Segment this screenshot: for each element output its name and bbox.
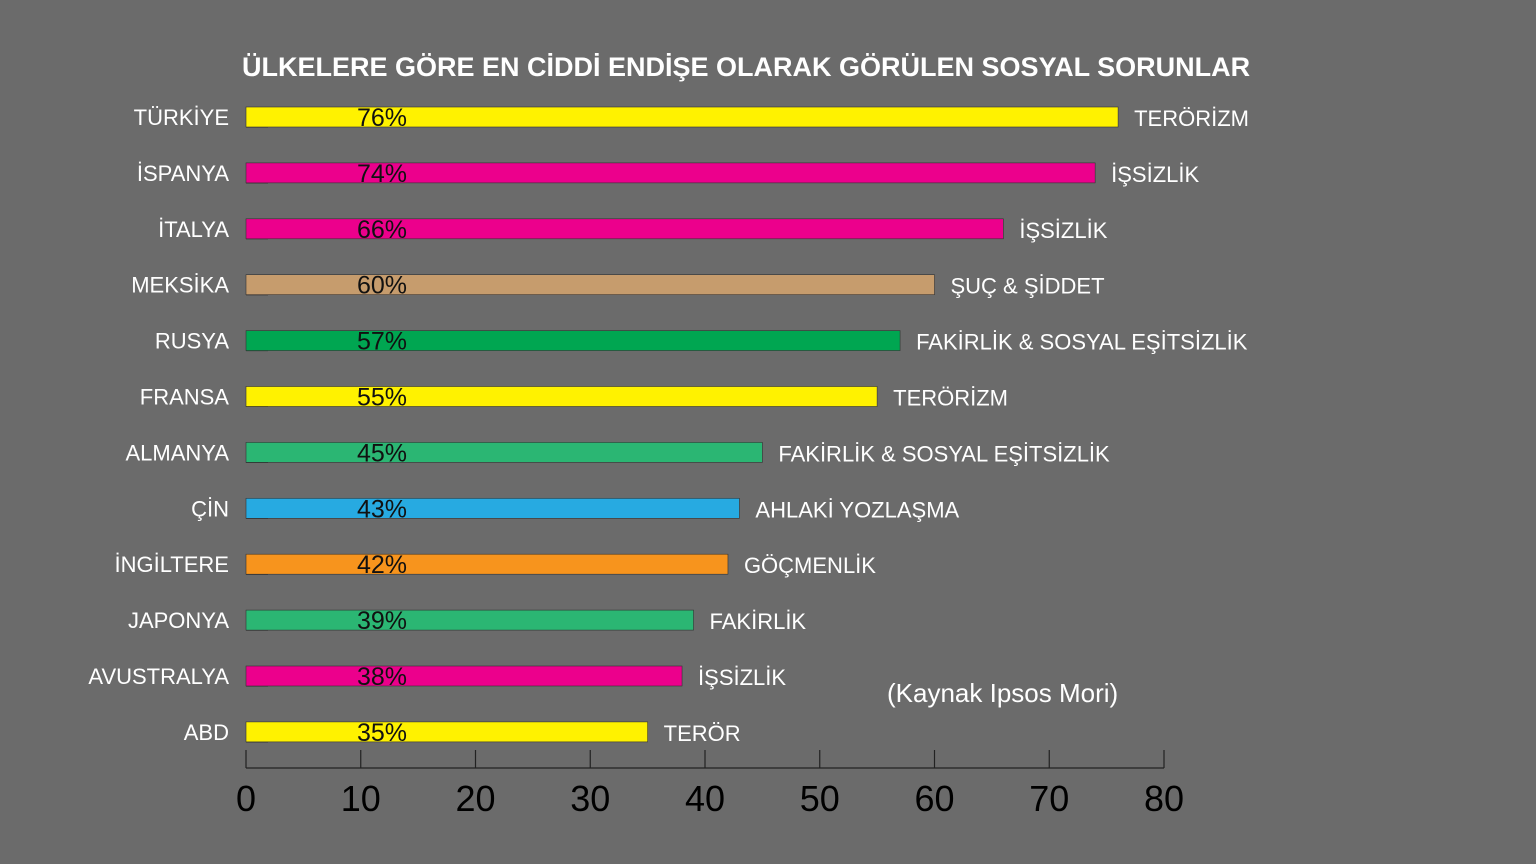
issue-label: İŞSİZLİK xyxy=(698,665,786,690)
country-label: İSPANYA xyxy=(137,161,229,186)
chart-title: ÜLKELERE GÖRE EN CİDDİ ENDİŞE OLARAK GÖR… xyxy=(242,52,1250,82)
country-label: JAPONYA xyxy=(128,608,229,633)
country-label: İTALYA xyxy=(158,217,229,242)
value-label: 76% xyxy=(357,104,407,132)
country-label: RUSYA xyxy=(155,329,229,354)
x-tick-label: 60 xyxy=(914,778,954,819)
value-label: 39% xyxy=(357,607,407,635)
bar xyxy=(245,274,935,296)
issue-label: İŞSİZLİK xyxy=(1111,162,1199,187)
bar xyxy=(245,609,694,631)
issue-label: İŞSİZLİK xyxy=(1019,218,1107,243)
bar xyxy=(245,665,683,687)
bars-group: TÜRKİYE 76% TERÖRİZM İSPANYA 74% İŞSİZLİK İTAL… xyxy=(88,104,1249,747)
x-tick-label: 80 xyxy=(1144,778,1184,819)
issue-label: AHLAKİ YOZLAŞMA xyxy=(755,497,959,522)
country-label: MEKSİKA xyxy=(131,273,229,298)
country-label: FRANSA xyxy=(140,385,230,410)
value-label: 42% xyxy=(357,551,407,579)
x-tick-label: 10 xyxy=(341,778,381,819)
x-tick-label: 20 xyxy=(455,778,495,819)
value-label: 60% xyxy=(357,272,407,300)
issue-label: GÖÇMENLİK xyxy=(744,553,876,578)
country-label: AVUSTRALYA xyxy=(88,664,229,689)
value-label: 43% xyxy=(357,495,407,523)
country-label: ABD xyxy=(184,720,229,745)
x-tick-label: 0 xyxy=(236,778,256,819)
bar xyxy=(245,497,740,519)
issue-label: FAKİRLİK xyxy=(710,609,807,634)
bar xyxy=(245,330,901,351)
country-label: ALMANYA xyxy=(125,440,229,465)
bar xyxy=(245,442,763,463)
bar xyxy=(245,386,878,407)
issue-label: TERÖRİZM xyxy=(1134,106,1249,131)
value-label: 57% xyxy=(357,328,407,356)
value-label: 74% xyxy=(357,160,407,188)
value-label: 35% xyxy=(357,719,407,747)
issue-label: TERÖRİZM xyxy=(893,386,1008,411)
x-tick-label: 30 xyxy=(570,778,610,819)
value-label: 38% xyxy=(357,663,407,691)
x-tick-label: 70 xyxy=(1029,778,1069,819)
country-label: ÇİN xyxy=(191,496,229,521)
x-tick-label: 40 xyxy=(685,778,725,819)
country-label: İNGİLTERE xyxy=(114,552,229,577)
issue-label: FAKİRLİK & SOSYAL EŞİTSİZLİK xyxy=(778,441,1110,466)
value-label: 66% xyxy=(357,216,407,244)
bar xyxy=(245,553,729,575)
source-note: (Kaynak Ipsos Mori) xyxy=(887,678,1118,708)
value-label: 45% xyxy=(357,439,407,467)
bar xyxy=(245,162,1096,184)
bar xyxy=(245,721,648,743)
issue-label: TERÖR xyxy=(664,721,741,746)
x-axis: 0 10 20 30 40 50 60 70 80 xyxy=(236,750,1184,819)
country-label: TÜRKİYE xyxy=(134,105,229,130)
bar xyxy=(245,218,1004,240)
bar xyxy=(245,106,1119,128)
issue-label: FAKİRLİK & SOSYAL EŞİTSİZLİK xyxy=(916,330,1248,355)
issue-label: ŞUÇ & ŞİDDET xyxy=(951,274,1105,299)
value-label: 55% xyxy=(357,384,407,412)
x-tick-label: 50 xyxy=(800,778,840,819)
